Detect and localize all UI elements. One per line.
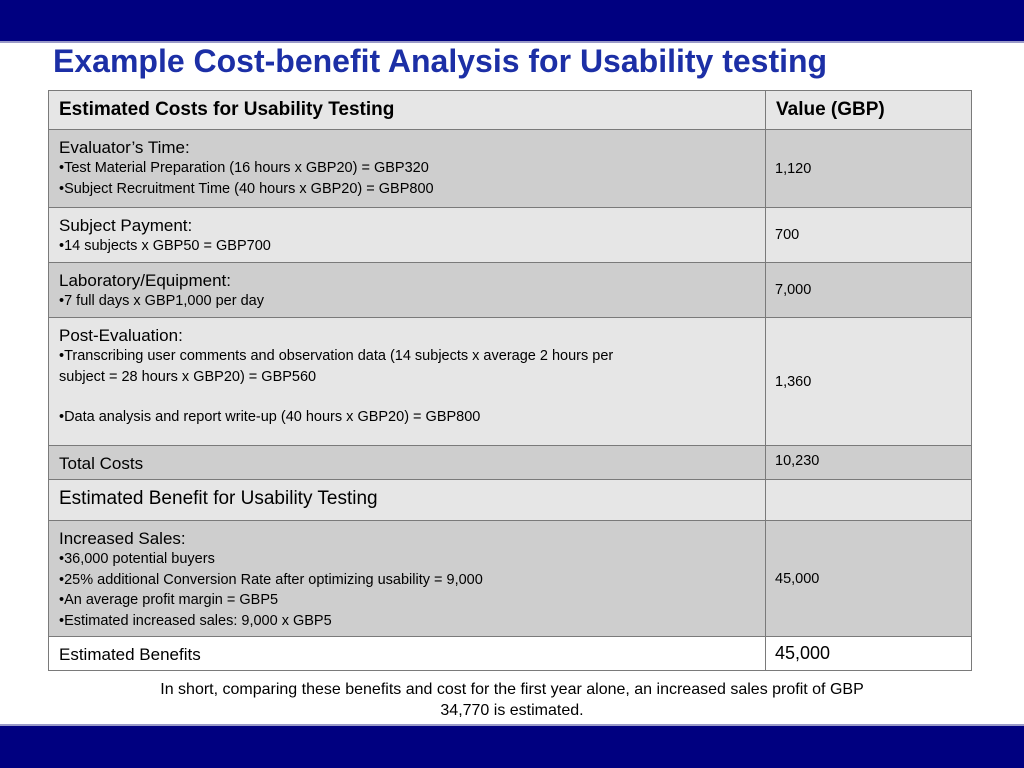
evaluator-value: 1,120 <box>775 160 812 177</box>
table-row-total-costs: Total Costs 10,230 <box>48 445 972 480</box>
header-costs-label: Estimated Costs for Usability Testing <box>59 99 395 120</box>
summary-line: 34,770 is estimated. <box>440 702 584 719</box>
subject-payment-bullet: •14 subjects x GBP50 = GBP700 <box>59 238 271 254</box>
post-eval-bullet: •Data analysis and report write-up (40 h… <box>59 409 481 425</box>
table-row-increased-sales: Increased Sales: •36,000 potential buyer… <box>48 520 972 637</box>
header-value-label: Value (GBP) <box>776 99 885 120</box>
post-eval-heading: Post-Evaluation: <box>59 326 183 345</box>
evaluator-bullet: •Test Material Preparation (16 hours x G… <box>59 160 429 176</box>
summary-line: In short, comparing these benefits and c… <box>160 681 864 698</box>
benefit-header-label: Estimated Benefit for Usability Testing <box>59 488 378 509</box>
total-costs-label: Total Costs <box>59 454 144 473</box>
lab-heading: Laboratory/Equipment: <box>59 271 231 290</box>
lab-bullet: •7 full days x GBP1,000 per day <box>59 293 264 309</box>
post-eval-bullet: subject = 28 hours x GBP20) = GBP560 <box>59 368 317 385</box>
slide-title: Example Cost-benefit Analysis for Usabil… <box>53 43 828 79</box>
lab-value: 7,000 <box>775 282 812 298</box>
table-row-evaluator: Evaluator’s Time: •Test Material Prepara… <box>48 129 972 208</box>
cost-benefit-table: Estimated Costs for Usability Testing Va… <box>48 90 972 671</box>
total-costs-value: 10,230 <box>775 453 820 469</box>
increased-sales-value: 45,000 <box>775 570 820 587</box>
post-eval-bullet: •Transcribing user comments and observat… <box>59 348 614 364</box>
evaluator-bullet: •Subject Recruitment Time (40 hours x GB… <box>59 180 434 197</box>
increased-sales-bullet: •Estimated increased sales: 9,000 x GBP5 <box>59 612 332 629</box>
increased-sales-bullet: •36,000 potential buyers <box>59 551 215 567</box>
table-row-benefit-header: Estimated Benefit for Usability Testing <box>48 479 972 521</box>
increased-sales-bullet: •25% additional Conversion Rate after op… <box>59 571 483 588</box>
summary-text: In short, comparing these benefits and c… <box>60 679 964 721</box>
top-banner <box>0 0 1024 43</box>
subject-payment-heading: Subject Payment: <box>59 216 193 235</box>
table-row-subject-payment: Subject Payment: •14 subjects x GBP50 = … <box>48 207 972 263</box>
bottom-banner <box>0 724 1024 768</box>
estimated-benefits-value: 45,000 <box>775 643 831 663</box>
increased-sales-heading: Increased Sales: <box>59 529 186 548</box>
table-row-lab: Laboratory/Equipment: •7 full days x GBP… <box>48 262 972 318</box>
table-header-row: Estimated Costs for Usability Testing Va… <box>48 90 972 130</box>
evaluator-heading: Evaluator’s Time: <box>59 138 190 157</box>
increased-sales-bullet: •An average profit margin = GBP5 <box>59 592 279 608</box>
table-row-estimated-benefits: Estimated Benefits 45,000 <box>48 636 972 671</box>
subject-payment-value: 700 <box>775 227 800 243</box>
table-row-post-evaluation: Post-Evaluation: •Transcribing user comm… <box>48 317 972 446</box>
post-eval-value: 1,360 <box>775 373 812 390</box>
estimated-benefits-label: Estimated Benefits <box>59 645 201 664</box>
